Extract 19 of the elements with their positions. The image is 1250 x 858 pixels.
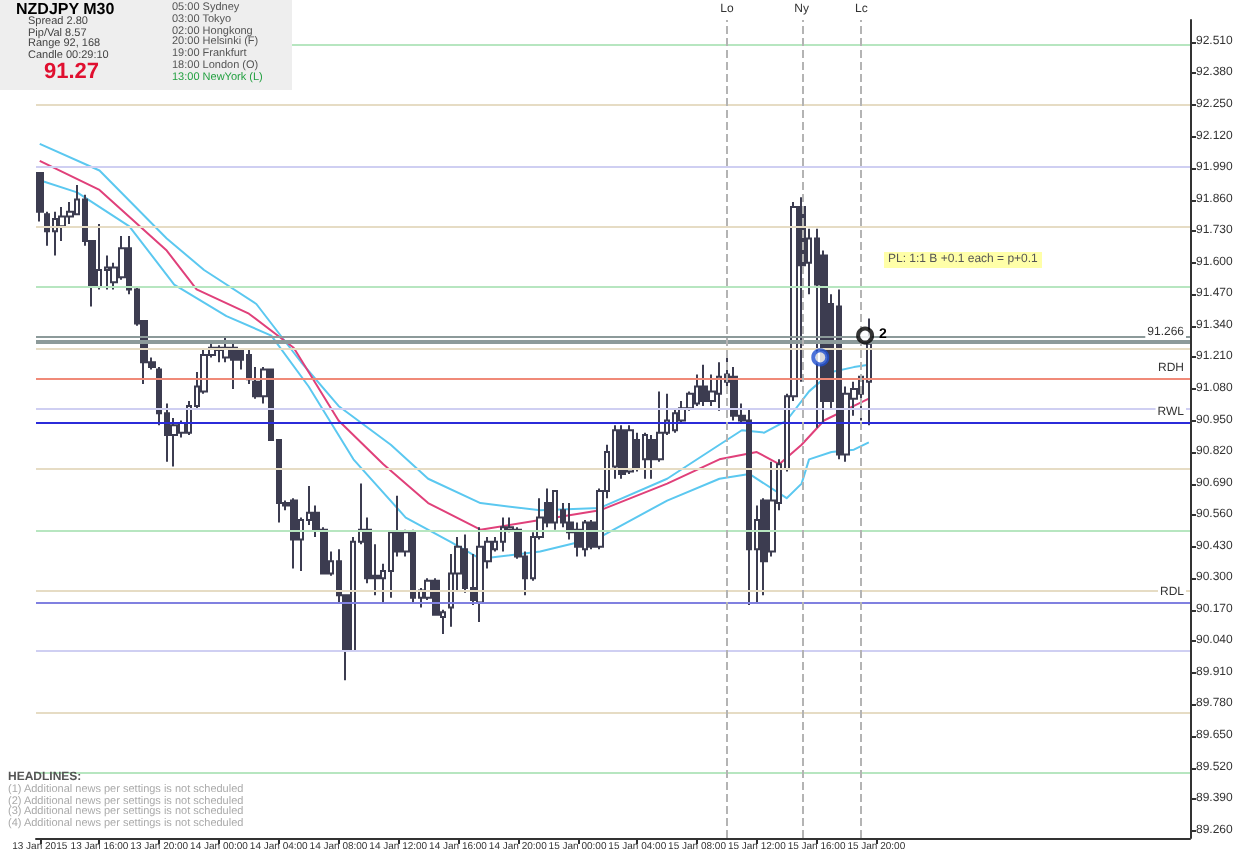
candlestick bbox=[642, 431, 648, 480]
candlestick bbox=[500, 516, 506, 553]
candlestick bbox=[618, 424, 626, 480]
candlestick bbox=[230, 341, 238, 390]
text: NZDJPY M30 bbox=[16, 0, 115, 18]
candlestick bbox=[626, 424, 634, 475]
candlestick bbox=[552, 489, 558, 531]
candlestick bbox=[290, 497, 298, 570]
candlestick bbox=[410, 528, 416, 604]
candlestick bbox=[694, 373, 700, 407]
candlestick bbox=[814, 227, 820, 429]
annotation: 91.27 bbox=[44, 60, 100, 84]
candlestick bbox=[716, 361, 722, 412]
candlestick bbox=[730, 366, 738, 422]
candlestick bbox=[582, 519, 588, 558]
candlestick bbox=[634, 431, 640, 473]
candlestick bbox=[746, 407, 752, 606]
candlestick bbox=[476, 526, 484, 623]
candlestick bbox=[700, 363, 708, 407]
